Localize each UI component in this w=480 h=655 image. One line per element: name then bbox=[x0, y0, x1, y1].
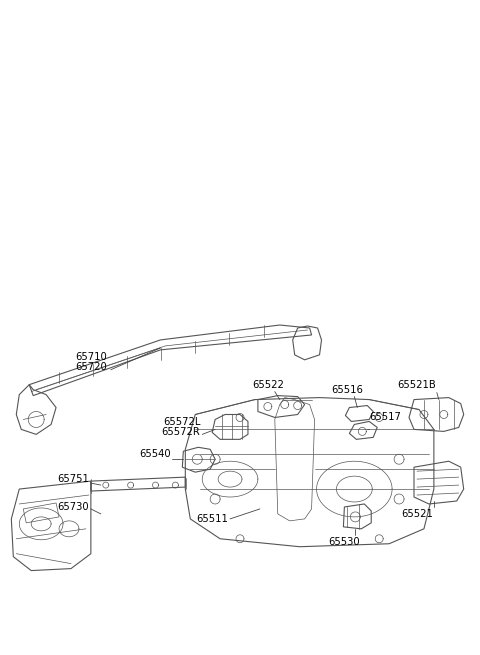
Text: 65710: 65710 bbox=[75, 352, 107, 362]
Text: 65521: 65521 bbox=[401, 509, 433, 519]
Text: 65572R: 65572R bbox=[161, 427, 200, 438]
Text: 65530: 65530 bbox=[329, 537, 360, 547]
Text: 65730: 65730 bbox=[57, 502, 89, 512]
Text: 65720: 65720 bbox=[75, 362, 107, 372]
Text: 65540: 65540 bbox=[139, 449, 170, 459]
Text: 65751: 65751 bbox=[57, 474, 89, 484]
Text: 65511: 65511 bbox=[196, 514, 228, 524]
Text: 65516: 65516 bbox=[331, 384, 363, 394]
Text: 65522: 65522 bbox=[252, 380, 284, 390]
Text: 65521B: 65521B bbox=[397, 380, 436, 390]
Text: 65572L: 65572L bbox=[163, 417, 200, 428]
Text: 65517: 65517 bbox=[369, 413, 401, 422]
